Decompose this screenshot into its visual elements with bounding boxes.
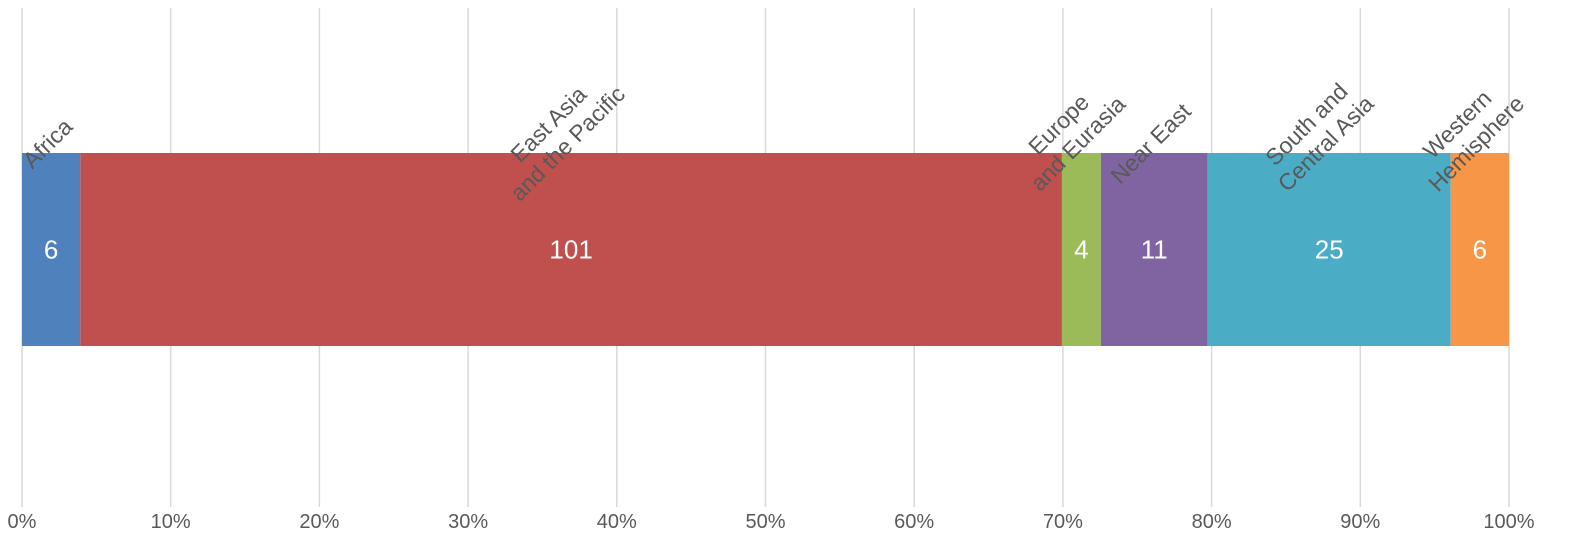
x-axis-tick-labels: 0% 10% 20% 30% 40% 50% 60% 70% 80% 90% 100% (8, 511, 1535, 533)
bar-segment (22, 153, 81, 346)
x-tick-label: 40% (597, 511, 637, 533)
x-tick-label: 100% (1483, 511, 1534, 533)
x-tick-label: 80% (1192, 511, 1232, 533)
x-tick-label: 90% (1340, 511, 1380, 533)
data-label: 4 (1074, 235, 1088, 265)
bar-segment (80, 153, 1062, 346)
bar-segments (22, 153, 1509, 346)
x-tick-label: 50% (745, 511, 785, 533)
data-label: 101 (549, 235, 592, 265)
x-tick-label: 60% (894, 511, 934, 533)
bar-segment (1061, 153, 1101, 346)
bar-segment (1100, 153, 1208, 346)
x-tick-label: 30% (448, 511, 488, 533)
data-labels: 6 101 4 11 25 6 (44, 235, 1487, 265)
x-tick-label: 70% (1043, 511, 1083, 533)
x-tick-label: 20% (299, 511, 339, 533)
x-tick-label: 10% (151, 511, 191, 533)
data-label: 25 (1315, 235, 1344, 265)
x-tick-label: 0% (8, 511, 37, 533)
bar-segment (1450, 153, 1509, 346)
data-label: 6 (1473, 235, 1487, 265)
data-label: 6 (44, 235, 58, 265)
bar-segment (1207, 153, 1451, 346)
data-label: 11 (1141, 235, 1168, 265)
